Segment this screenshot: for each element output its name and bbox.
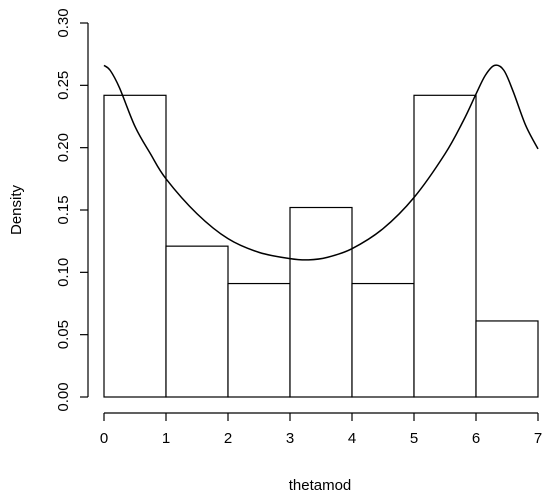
histogram-bar — [413, 94, 477, 398]
x-tick-label: 4 — [348, 430, 356, 447]
y-tick-label: 0.20 — [55, 133, 72, 162]
histogram-bars — [103, 94, 539, 398]
x-tick-label: 1 — [162, 430, 170, 447]
y-tick-label: 0.15 — [55, 195, 72, 224]
x-axis-label: thetamod — [289, 477, 352, 494]
histogram-bar — [289, 206, 353, 398]
y-axis: 0.00 0.05 0.10 0.15 0.20 0.25 0.30 — [55, 8, 89, 412]
x-tick-label: 6 — [472, 430, 480, 447]
x-tick-label: 0 — [100, 430, 108, 447]
y-tick-label: 0.10 — [55, 258, 72, 287]
x-tick-label: 3 — [286, 430, 294, 447]
histogram-bar — [103, 94, 167, 398]
y-tick-label: 0.30 — [55, 8, 72, 37]
y-axis-label: Density — [8, 184, 25, 235]
histogram-bar — [351, 282, 415, 398]
histogram-bar — [227, 282, 291, 398]
histogram-bar — [165, 245, 229, 398]
x-tick-label: 2 — [224, 430, 232, 447]
density-curve — [103, 64, 539, 261]
y-tick-label: 0.00 — [55, 382, 72, 411]
x-tick-label: 5 — [410, 430, 418, 447]
y-tick-label: 0.25 — [55, 71, 72, 100]
x-tick-label: 7 — [534, 430, 542, 447]
x-axis: 0 1 2 3 4 5 6 7 — [100, 412, 542, 447]
histogram-bar — [475, 320, 539, 398]
y-tick-label: 0.05 — [55, 320, 72, 349]
